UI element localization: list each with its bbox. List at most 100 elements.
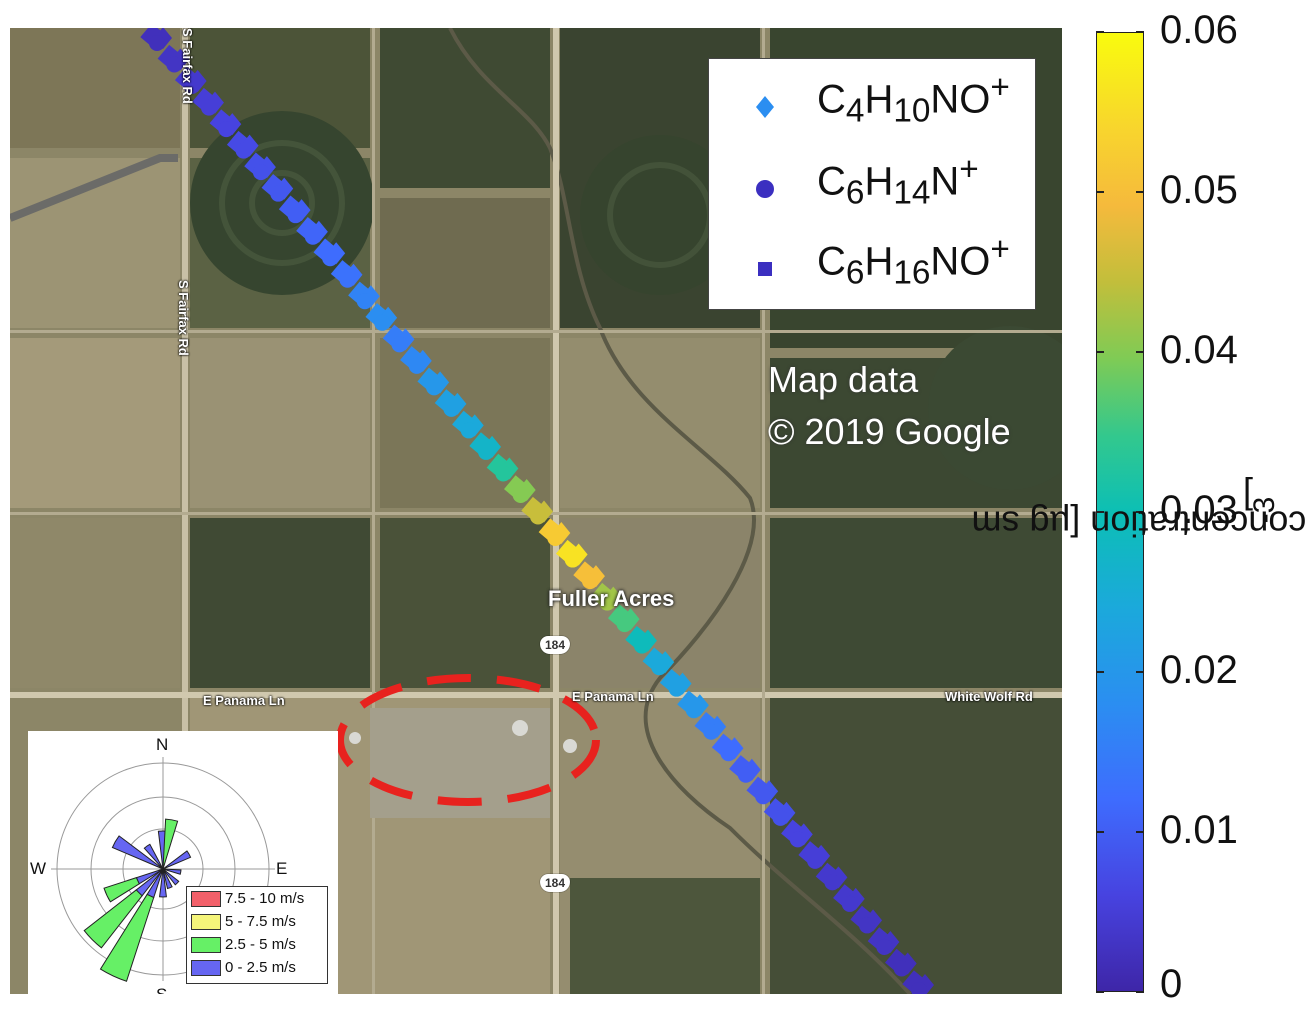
track-circle-marker	[703, 723, 720, 740]
track-circle-marker	[304, 228, 321, 245]
legend-entry: C6H16NO+	[709, 227, 1035, 307]
track-circle-marker	[460, 422, 477, 439]
rose-petal	[111, 835, 164, 870]
track-circle-marker	[737, 766, 754, 783]
track-circle-marker	[287, 207, 304, 224]
track-circle-marker	[789, 831, 806, 848]
colorbar-tick-label: 0.04	[1160, 328, 1238, 372]
track-circle-marker	[755, 788, 772, 805]
colorbar-tick	[1136, 991, 1144, 993]
track-circle-marker	[876, 938, 893, 955]
wind-legend-label: 7.5 - 10 m/s	[225, 890, 305, 907]
road-label-white-wolf: White Wolf Rd	[945, 689, 1033, 704]
track-circle-marker	[149, 35, 165, 51]
colorbar-tick	[1136, 31, 1144, 33]
town-label: Fuller Acres	[548, 586, 675, 611]
road-label-panama: E Panama Ln	[572, 689, 654, 704]
track-circle-marker	[841, 895, 858, 912]
track-circle-marker	[893, 960, 910, 977]
colorbar-tick	[1136, 831, 1144, 833]
highway-shield: 184	[540, 636, 570, 654]
wind-speed-legend: 7.5 - 10 m/s 5 - 7.5 m/s 2.5 - 5 m/s 0 -…	[186, 886, 328, 984]
colorbar-tick-label: 0.05	[1160, 168, 1238, 212]
legend-formula: C4H10NO+	[817, 69, 1010, 130]
legend-formula: C6H16NO+	[817, 231, 1010, 292]
track-circle-marker	[530, 508, 546, 525]
compass-west: W	[30, 859, 47, 878]
rose-petal	[83, 889, 143, 949]
wind-legend-swatch	[191, 937, 221, 953]
circle-marker-icon	[756, 180, 774, 198]
wind-rose-inset: N E S W 7.5 - 10 m/s 5 - 7.5 m/s 2.5 - 5…	[28, 731, 338, 994]
compass-south: S	[156, 985, 167, 994]
track-circle-marker	[408, 357, 425, 374]
track-circle-marker	[235, 142, 252, 159]
track-circle-marker	[443, 400, 460, 417]
wind-legend-label: 5 - 7.5 m/s	[225, 913, 296, 930]
track-circle-marker	[911, 982, 927, 994]
colorbar-tick	[1136, 671, 1144, 673]
legend-formula: C6H14N+	[817, 151, 979, 212]
track-circle-marker	[633, 637, 650, 654]
canal	[10, 154, 178, 222]
colorbar-tick-label: 0	[1160, 962, 1183, 1006]
measurement-track	[140, 28, 934, 994]
rose-petal	[162, 850, 192, 870]
track-circle-marker	[668, 680, 685, 697]
road-label-panama-west: E Panama Ln	[203, 693, 285, 708]
rose-petal	[162, 868, 180, 886]
wind-legend-swatch	[191, 914, 221, 930]
track-circle-marker	[200, 99, 217, 116]
highlight-ellipse	[336, 674, 600, 806]
wind-legend-label: 0 - 2.5 m/s	[225, 959, 296, 976]
track-circle-marker	[807, 852, 824, 869]
track-circle-marker	[478, 443, 495, 460]
track-circle-marker	[685, 702, 702, 719]
track-circle-marker	[356, 293, 373, 310]
track-circle-marker	[166, 56, 183, 73]
colorbar-tick-label: 0.03	[1160, 488, 1238, 532]
attribution-line-1: Map data	[768, 359, 919, 400]
track-circle-marker	[599, 594, 616, 611]
wind-rose-plot	[51, 757, 275, 982]
track-circle-marker	[859, 917, 876, 934]
track-circle-marker	[374, 314, 391, 331]
square-marker-icon	[758, 262, 772, 276]
colorbar-tick	[1136, 511, 1144, 513]
attribution-line-2: © 2019 Google	[768, 411, 1011, 452]
track-circle-marker	[426, 379, 443, 396]
colorbar-tick-label: 0.01	[1160, 808, 1238, 852]
track-circle-marker	[391, 336, 408, 353]
species-legend: C4H10NO+ C6H14N+ C6H16NO+	[708, 58, 1036, 310]
road-label-fairfax-top: S Fairfax Rd	[180, 28, 195, 104]
rose-petal	[162, 818, 179, 870]
track-circle-marker	[512, 486, 529, 503]
pivot-field	[580, 135, 740, 295]
rose-petal	[103, 877, 140, 903]
diamond-marker-icon	[756, 96, 774, 118]
track-circle-marker	[581, 573, 598, 590]
wind-legend-swatch	[191, 960, 221, 976]
compass-north: N	[156, 735, 169, 754]
track-circle-marker	[547, 530, 564, 547]
track-circle-marker	[772, 809, 789, 826]
track-circle-marker	[564, 551, 581, 568]
colorbar-tick	[1096, 31, 1104, 33]
track-circle-marker	[270, 185, 287, 202]
road-label-fairfax: S Fairfax Rd	[176, 280, 191, 356]
map-attribution: Map data © 2019 Google	[768, 354, 1011, 458]
wind-legend-label: 2.5 - 5 m/s	[225, 936, 296, 953]
colorbar-tick	[1136, 191, 1144, 193]
colorbar-tick	[1096, 831, 1104, 833]
track-circle-marker	[720, 745, 737, 762]
track-circle-marker	[616, 616, 633, 633]
compass-east: E	[276, 859, 288, 878]
track-circle-marker	[651, 659, 668, 676]
track-circle-marker	[495, 465, 512, 482]
track-circle-marker	[183, 78, 200, 95]
track-circle-marker	[218, 121, 235, 138]
colorbar-tick	[1096, 351, 1104, 353]
rose-petal	[143, 843, 164, 870]
wind-legend-swatch	[191, 891, 221, 907]
highway-shield: 184	[540, 874, 570, 892]
